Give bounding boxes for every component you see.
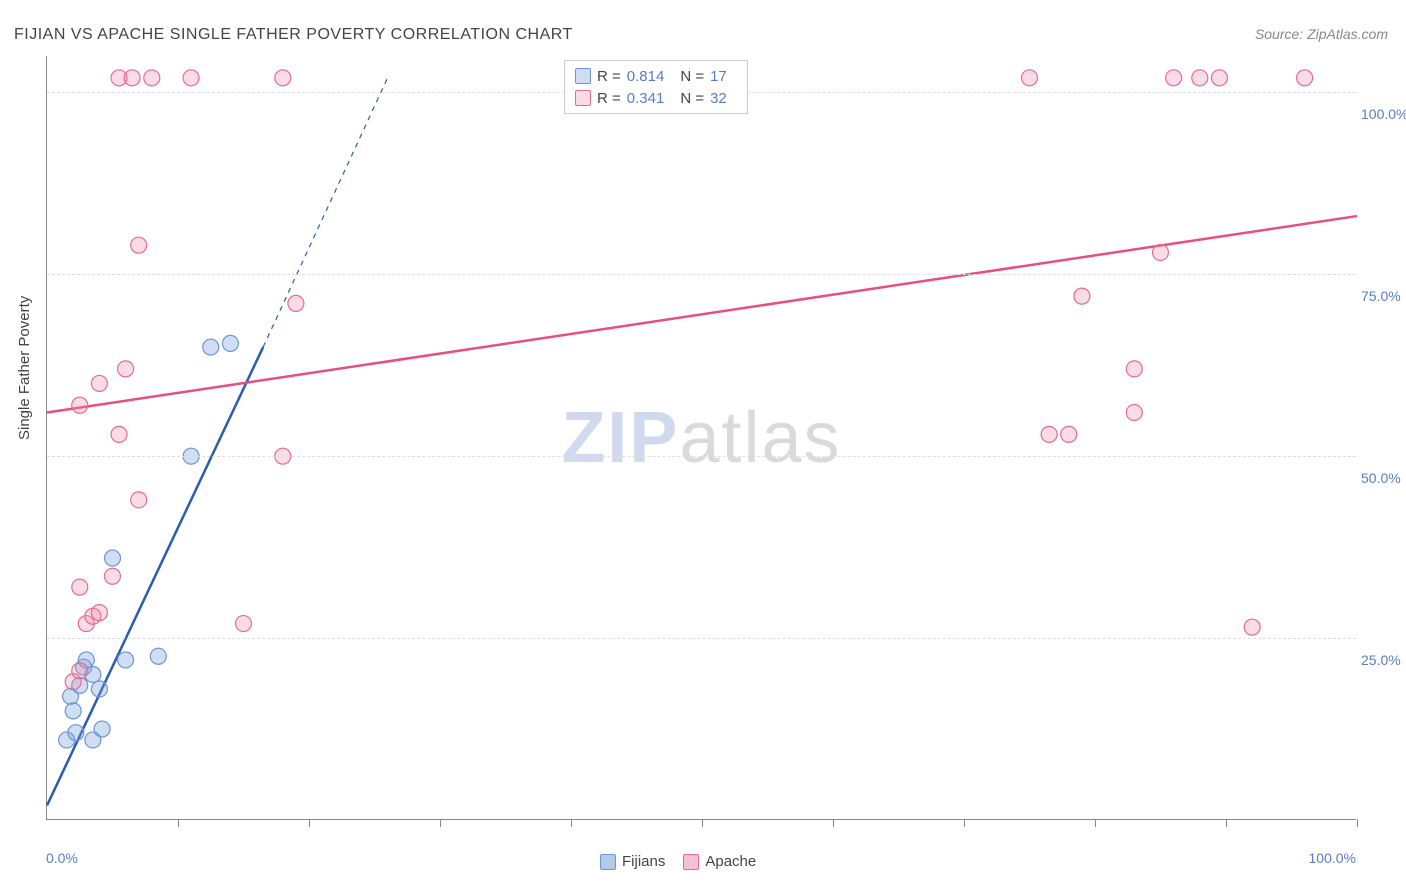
data-point [288, 295, 304, 311]
data-point [275, 70, 291, 86]
data-point [1153, 244, 1169, 260]
data-point [150, 648, 166, 664]
legend-swatch [683, 854, 699, 870]
data-point [203, 339, 219, 355]
data-point [105, 550, 121, 566]
y-axis-title: Single Father Poverty [16, 296, 33, 440]
data-point [65, 703, 81, 719]
data-point [1074, 288, 1090, 304]
legend-series: Fijians Apache [600, 853, 756, 870]
legend-stat-row: R = 0.814 N = 17 [575, 65, 737, 87]
plot-area: ZIPatlas 25.0%50.0%75.0%100.0% [46, 56, 1356, 820]
data-point [118, 652, 134, 668]
gridline [47, 638, 1356, 639]
x-tick [309, 819, 310, 827]
data-point [1244, 619, 1260, 635]
data-point [72, 663, 88, 679]
data-point [91, 605, 107, 621]
data-point [183, 70, 199, 86]
data-point [118, 361, 134, 377]
legend-correlation-box: R = 0.814 N = 17 R = 0.341 N = 32 [564, 60, 748, 114]
legend-item: Apache [683, 853, 756, 870]
x-tick [833, 819, 834, 827]
data-point [68, 725, 84, 741]
data-point [91, 375, 107, 391]
n-label: N = [680, 68, 704, 85]
chart-container: FIJIAN VS APACHE SINGLE FATHER POVERTY C… [0, 0, 1406, 892]
x-tick [178, 819, 179, 827]
chart-title: FIJIAN VS APACHE SINGLE FATHER POVERTY C… [14, 26, 573, 44]
legend-swatch [575, 90, 591, 106]
data-point [236, 616, 252, 632]
data-point [91, 681, 107, 697]
x-tick [1226, 819, 1227, 827]
legend-swatch [600, 854, 616, 870]
plot-svg [47, 56, 1356, 819]
y-tick-label: 75.0% [1361, 288, 1406, 304]
legend-stat-row: R = 0.341 N = 32 [575, 87, 737, 109]
gridline [47, 456, 1356, 457]
y-tick-label: 25.0% [1361, 652, 1406, 668]
x-max-label: 100.0% [1309, 850, 1356, 866]
data-point [1166, 70, 1182, 86]
data-point [124, 70, 140, 86]
n-value: 32 [710, 90, 727, 107]
data-point [72, 579, 88, 595]
data-point [105, 568, 121, 584]
r-label: R = [597, 90, 621, 107]
x-tick [1357, 819, 1358, 827]
y-tick-label: 50.0% [1361, 470, 1406, 486]
data-point [222, 335, 238, 351]
data-point [1211, 70, 1227, 86]
x-tick [571, 819, 572, 827]
data-point [1061, 426, 1077, 442]
data-point [1192, 70, 1208, 86]
data-point [1126, 405, 1142, 421]
data-point [144, 70, 160, 86]
x-tick [440, 819, 441, 827]
y-tick-label: 100.0% [1361, 106, 1406, 122]
n-label: N = [680, 90, 704, 107]
trend-line-extension [263, 78, 387, 347]
data-point [1126, 361, 1142, 377]
legend-item: Fijians [600, 853, 665, 870]
n-value: 17 [710, 68, 727, 85]
data-point [131, 492, 147, 508]
data-point [111, 426, 127, 442]
gridline [47, 274, 1356, 275]
data-point [1041, 426, 1057, 442]
legend-label: Apache [705, 853, 756, 870]
source-attribution: Source: ZipAtlas.com [1255, 26, 1388, 42]
legend-label: Fijians [622, 853, 665, 870]
legend-swatch [575, 68, 591, 84]
r-value: 0.341 [627, 90, 665, 107]
data-point [72, 397, 88, 413]
r-label: R = [597, 68, 621, 85]
data-point [131, 237, 147, 253]
r-value: 0.814 [627, 68, 665, 85]
data-point [1022, 70, 1038, 86]
data-point [1297, 70, 1313, 86]
x-tick [964, 819, 965, 827]
x-tick [702, 819, 703, 827]
x-tick [1095, 819, 1096, 827]
x-min-label: 0.0% [46, 850, 78, 866]
data-point [94, 721, 110, 737]
